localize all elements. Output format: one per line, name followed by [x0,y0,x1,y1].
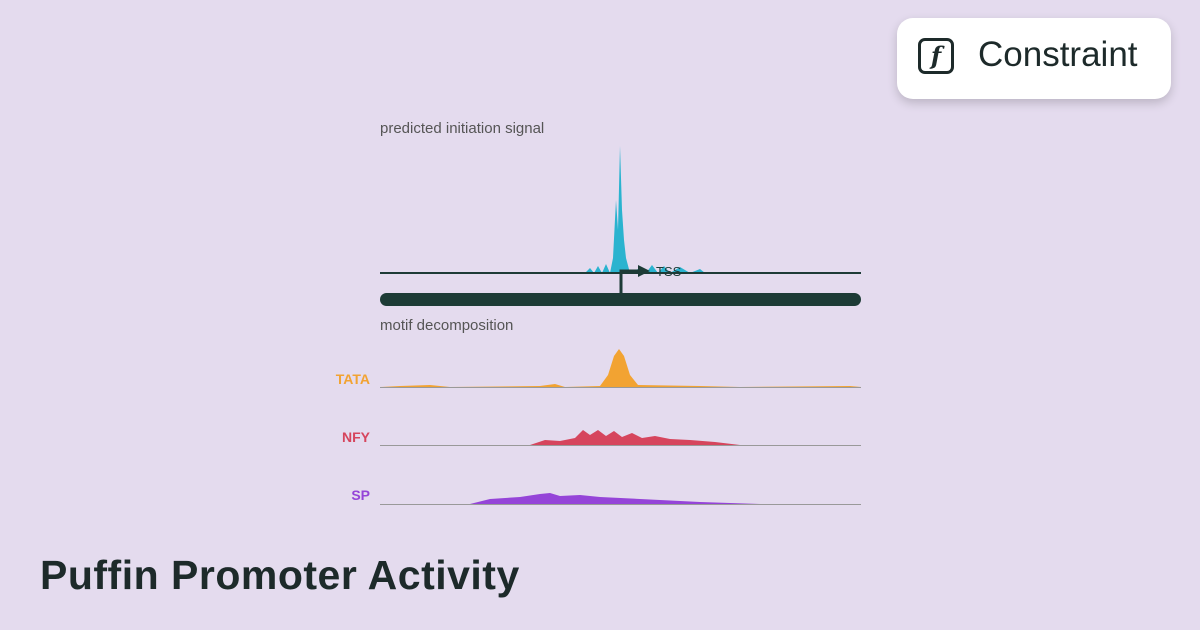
motif-name: NFY [342,429,371,445]
badge: f Constraint [897,18,1171,99]
page-title: Puffin Promoter Activity [40,552,520,598]
badge-label: Constraint [978,35,1138,74]
signal-peak [585,146,705,273]
motif-label: motif decomposition [380,317,513,334]
badge-icon: f [918,38,954,74]
motif-name: TATA [336,371,370,387]
tss-label: TSS [656,264,682,279]
signal-label: predicted initiation signal [380,120,544,137]
gene-bar [380,293,861,306]
motif-area [380,349,861,387]
tss-arrowhead [638,265,650,277]
tss-arrow [619,269,641,293]
motif-area [470,493,760,504]
motif-area [530,430,740,445]
motif-name: SP [351,487,370,503]
